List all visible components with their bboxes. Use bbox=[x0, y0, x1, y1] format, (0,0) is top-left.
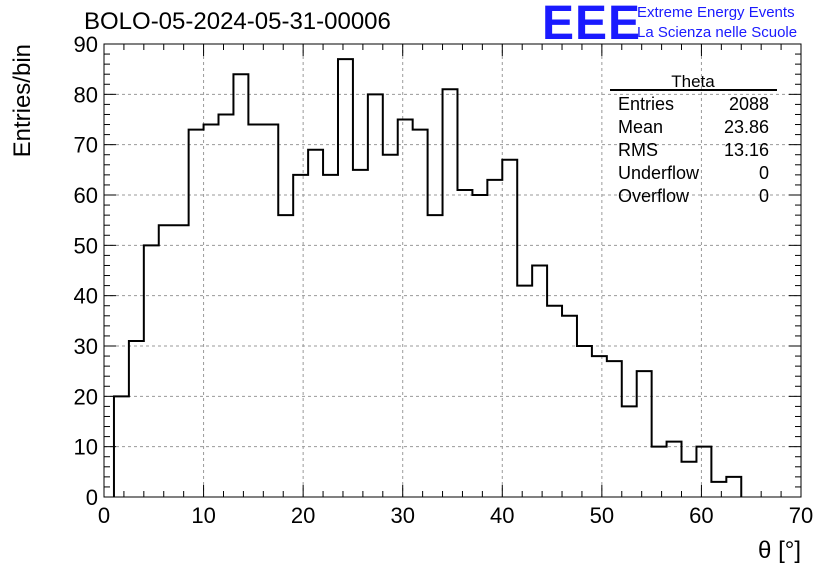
histogram-bin bbox=[667, 442, 682, 497]
histogram-bin bbox=[323, 175, 338, 497]
x-axis-label: θ [°] bbox=[758, 537, 801, 564]
histogram-bin bbox=[233, 74, 248, 497]
histogram-bin bbox=[562, 316, 577, 497]
y-tick-label: 20 bbox=[74, 384, 98, 409]
histogram-bin bbox=[114, 396, 129, 497]
stats-row-value: 2088 bbox=[729, 94, 769, 114]
histogram-bin bbox=[547, 306, 562, 497]
eee-logo: EEE bbox=[542, 0, 642, 50]
histogram-bin bbox=[129, 341, 144, 497]
y-tick-label: 80 bbox=[74, 82, 98, 107]
eee-logo-line1: Extreme Energy Events bbox=[637, 4, 795, 21]
y-tick-label: 0 bbox=[86, 485, 98, 510]
histogram-bin bbox=[413, 130, 428, 497]
histogram-bin bbox=[204, 125, 219, 497]
x-tick-label: 10 bbox=[191, 503, 215, 528]
stats-row-label: RMS bbox=[618, 140, 658, 160]
y-tick-label: 90 bbox=[74, 32, 98, 57]
x-tick-label: 30 bbox=[390, 503, 414, 528]
chart-title: BOLO-05-2024-05-31-00006 bbox=[84, 8, 391, 35]
histogram-bin bbox=[637, 371, 652, 497]
y-axis-label: Entries/bin bbox=[9, 44, 36, 157]
histogram-bin bbox=[248, 125, 263, 497]
histogram-bin bbox=[517, 286, 532, 497]
stats-row-label: Underflow bbox=[618, 163, 700, 183]
x-tick-label: 70 bbox=[789, 503, 813, 528]
histogram-bin bbox=[278, 215, 293, 497]
stats-box: Theta Entries 2088 Mean 23.86 RMS 13.16 Underfl… bbox=[610, 72, 777, 206]
histogram-bin bbox=[592, 356, 607, 497]
y-tick-label: 30 bbox=[74, 334, 98, 359]
x-tick-label: 40 bbox=[490, 503, 514, 528]
histogram-bin bbox=[622, 406, 637, 497]
histogram-bin bbox=[398, 120, 413, 498]
y-tick-label: 60 bbox=[74, 183, 98, 208]
x-tick-label: 20 bbox=[291, 503, 315, 528]
histogram-bin bbox=[472, 195, 487, 497]
histogram-bin bbox=[368, 94, 383, 497]
histogram-bin bbox=[159, 225, 174, 497]
x-tick-label: 50 bbox=[590, 503, 614, 528]
stats-row-label: Entries bbox=[618, 94, 674, 114]
histogram-bin bbox=[711, 482, 726, 497]
histogram-bin bbox=[726, 477, 741, 497]
histogram-bin bbox=[577, 346, 592, 497]
histogram-bin bbox=[696, 447, 711, 497]
stats-row-value: 23.86 bbox=[724, 117, 769, 137]
y-tick-label: 70 bbox=[74, 133, 98, 158]
histogram-bin bbox=[263, 125, 278, 497]
histogram-bin bbox=[144, 245, 159, 497]
stats-row-label: Overflow bbox=[618, 186, 690, 206]
histogram-bin bbox=[219, 114, 234, 497]
histogram-bin bbox=[308, 150, 323, 497]
stats-row-label: Mean bbox=[618, 117, 663, 137]
y-tick-label: 40 bbox=[74, 284, 98, 309]
histogram-bin bbox=[457, 190, 472, 497]
plot-frame bbox=[103, 43, 802, 498]
histogram-bin bbox=[652, 447, 667, 497]
eee-logo-text: Extreme Energy Events La Scienza nelle S… bbox=[637, 3, 797, 43]
histogram-bin bbox=[189, 130, 204, 497]
stats-box-title: Theta bbox=[671, 72, 715, 91]
histogram-bin bbox=[174, 225, 189, 497]
stats-row-value: 0 bbox=[759, 163, 769, 183]
histogram-bin bbox=[532, 265, 547, 497]
histogram-line bbox=[112, 58, 743, 497]
histogram-bin bbox=[682, 462, 697, 497]
histogram-bin bbox=[487, 180, 502, 497]
y-tick-label: 50 bbox=[74, 233, 98, 258]
histogram-bin bbox=[338, 59, 353, 497]
y-tick-label: 10 bbox=[74, 435, 98, 460]
histogram-bin bbox=[502, 160, 517, 497]
histogram-bin bbox=[293, 175, 308, 497]
stats-row-value: 0 bbox=[759, 186, 769, 206]
x-tick-label: 0 bbox=[98, 503, 110, 528]
histogram-bin bbox=[353, 170, 368, 497]
histogram-bin bbox=[607, 361, 622, 497]
stats-row-value: 13.16 bbox=[724, 140, 769, 160]
histogram-bin bbox=[443, 89, 458, 497]
histogram-bin bbox=[428, 215, 443, 497]
grid-lines bbox=[104, 44, 801, 497]
x-tick-label: 60 bbox=[689, 503, 713, 528]
eee-logo-line2: La Scienza nelle Scuole bbox=[637, 24, 798, 41]
histogram-bin bbox=[383, 155, 398, 497]
